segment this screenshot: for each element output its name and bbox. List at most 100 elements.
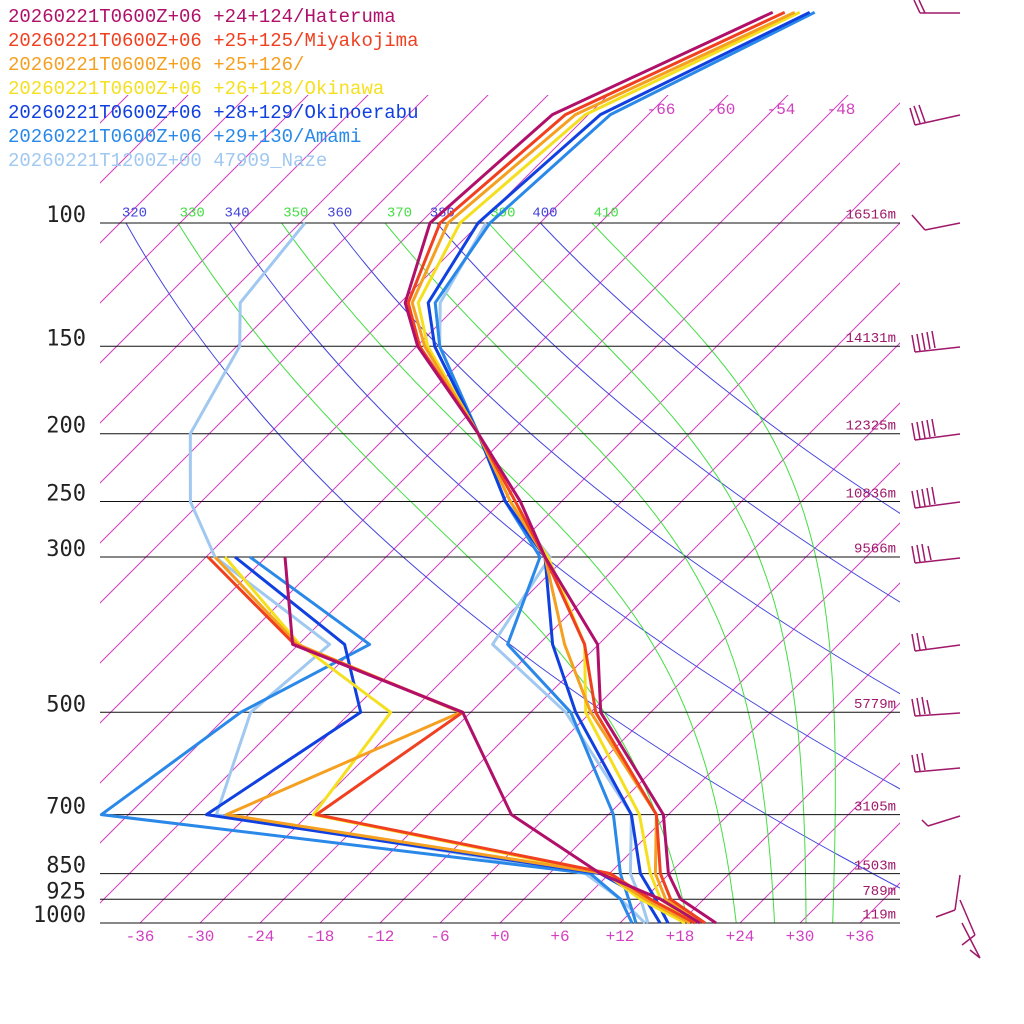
wind-barb bbox=[921, 815, 961, 827]
legend-entry: 20260221T0600Z+06 +25+126/ bbox=[8, 54, 304, 76]
wind-barb bbox=[911, 330, 961, 353]
isotherm bbox=[319, 342, 900, 923]
theta-label: 320 bbox=[122, 206, 147, 222]
y-tick-label: 250 bbox=[46, 482, 86, 507]
y-tick-label: 700 bbox=[46, 795, 86, 820]
wind-barb bbox=[911, 418, 961, 441]
dewpoint-line bbox=[188, 222, 647, 925]
legend-entry: 20260221T0600Z+06 +25+125/Miyakojima bbox=[8, 30, 418, 52]
isotherm bbox=[679, 702, 900, 923]
isotherm bbox=[100, 95, 669, 664]
wind-barb bbox=[935, 874, 981, 959]
height-label: 5779m bbox=[854, 697, 896, 713]
isotherm bbox=[100, 102, 900, 904]
dry-adiabat bbox=[540, 223, 900, 514]
x-tick-label: -18 bbox=[306, 928, 335, 946]
y-tick-label: 300 bbox=[46, 537, 86, 562]
height-label: 9566m bbox=[854, 542, 896, 558]
isotherm bbox=[100, 95, 309, 304]
height-label: 12325m bbox=[846, 418, 896, 434]
height-label: 3105m bbox=[854, 799, 896, 815]
theta-label: 410 bbox=[594, 206, 619, 222]
isotherm-label: -48 bbox=[827, 101, 856, 119]
isotherm bbox=[100, 95, 369, 364]
wind-barb bbox=[913, 0, 960, 14]
temperature-line bbox=[410, 10, 796, 925]
labels: -36 -30 -24 -18 -12 -6 +0 +6 +12 +18 +24 +30 +36 -66 -… bbox=[33, 101, 896, 946]
height-label: 16516m bbox=[846, 208, 896, 224]
wind-barb bbox=[911, 752, 961, 773]
temperature-line bbox=[438, 222, 650, 924]
theta-label: 400 bbox=[532, 206, 557, 222]
height-label: 14131m bbox=[846, 331, 896, 347]
y-tick-label: 200 bbox=[46, 414, 86, 439]
dry-adiabat bbox=[436, 223, 900, 603]
y-tick-label: 100 bbox=[46, 203, 86, 228]
isotherm bbox=[100, 95, 789, 784]
isotherm bbox=[100, 95, 849, 844]
profiles bbox=[99, 10, 816, 925]
x-tick-label: -30 bbox=[186, 928, 215, 946]
isotherm bbox=[259, 282, 900, 923]
height-label: 789m bbox=[862, 884, 896, 900]
temperature-line bbox=[403, 10, 774, 925]
moist-adiabat bbox=[591, 223, 836, 923]
x-tick-label: +30 bbox=[786, 928, 815, 946]
isotherm bbox=[100, 95, 429, 424]
y-tick-label: 150 bbox=[46, 326, 86, 351]
isotherm bbox=[100, 95, 489, 484]
wind-barb bbox=[911, 543, 961, 564]
wind-barb bbox=[911, 214, 961, 231]
isotherm-label: -66 bbox=[647, 101, 676, 119]
legend-entry: 20260221T0600Z+06 +24+124/Hateruma bbox=[8, 6, 396, 28]
wind-barb bbox=[911, 696, 961, 717]
x-tick-label: +12 bbox=[606, 928, 635, 946]
x-tick-label: +36 bbox=[846, 928, 875, 946]
legend-entry: 20260221T1200Z+00 47909_Naze bbox=[8, 150, 327, 172]
dry-adiabat bbox=[125, 223, 900, 889]
isotherm bbox=[100, 95, 249, 244]
x-tick-label: -36 bbox=[126, 928, 155, 946]
x-tick-label: +24 bbox=[726, 928, 755, 946]
isotherm bbox=[799, 822, 900, 923]
temperature-line bbox=[406, 10, 786, 925]
wind-barb bbox=[909, 104, 961, 126]
legend-entry: 20260221T0600Z+06 +28+129/Okinoerabu bbox=[8, 102, 418, 124]
y-tick-label: 925 bbox=[46, 879, 86, 904]
adiabats bbox=[125, 223, 900, 923]
theta-label: 330 bbox=[180, 206, 205, 222]
legend-entry: 20260221T0600Z+06 +26+128/Okinawa bbox=[8, 78, 384, 100]
dewpoint-line bbox=[99, 555, 634, 924]
theta-label: 350 bbox=[283, 206, 308, 222]
height-label: 10836m bbox=[846, 486, 896, 502]
isotherm bbox=[100, 95, 189, 184]
isotherm bbox=[379, 402, 900, 923]
wind-barbs bbox=[909, 0, 981, 959]
isotherm bbox=[139, 162, 900, 923]
pressure-lines bbox=[100, 222, 900, 924]
x-tick-label: -6 bbox=[430, 928, 449, 946]
temperature-line bbox=[433, 10, 816, 924]
x-tick-label: -24 bbox=[246, 928, 275, 946]
temperature-line bbox=[426, 10, 811, 924]
x-tick-label: +18 bbox=[666, 928, 695, 946]
y-tick-label: 1000 bbox=[33, 903, 86, 928]
wind-barb bbox=[911, 632, 961, 652]
isotherm bbox=[100, 95, 609, 604]
isotherm bbox=[499, 522, 900, 923]
height-label: 1503m bbox=[854, 858, 896, 874]
theta-label: 340 bbox=[224, 206, 249, 222]
isotherm bbox=[619, 642, 900, 923]
height-label: 119m bbox=[862, 908, 896, 924]
isotherm bbox=[739, 762, 900, 923]
isotherm bbox=[559, 582, 900, 923]
x-tick-label: +0 bbox=[490, 928, 509, 946]
isotherm bbox=[199, 222, 900, 923]
theta-label: 360 bbox=[327, 206, 352, 222]
legend: 20260221T0600Z+06 +24+124/Hateruma202602… bbox=[8, 6, 418, 172]
isotherms bbox=[100, 95, 900, 923]
x-tick-label: -12 bbox=[366, 928, 395, 946]
y-tick-label: 850 bbox=[46, 854, 86, 879]
moist-adiabat bbox=[281, 223, 737, 923]
